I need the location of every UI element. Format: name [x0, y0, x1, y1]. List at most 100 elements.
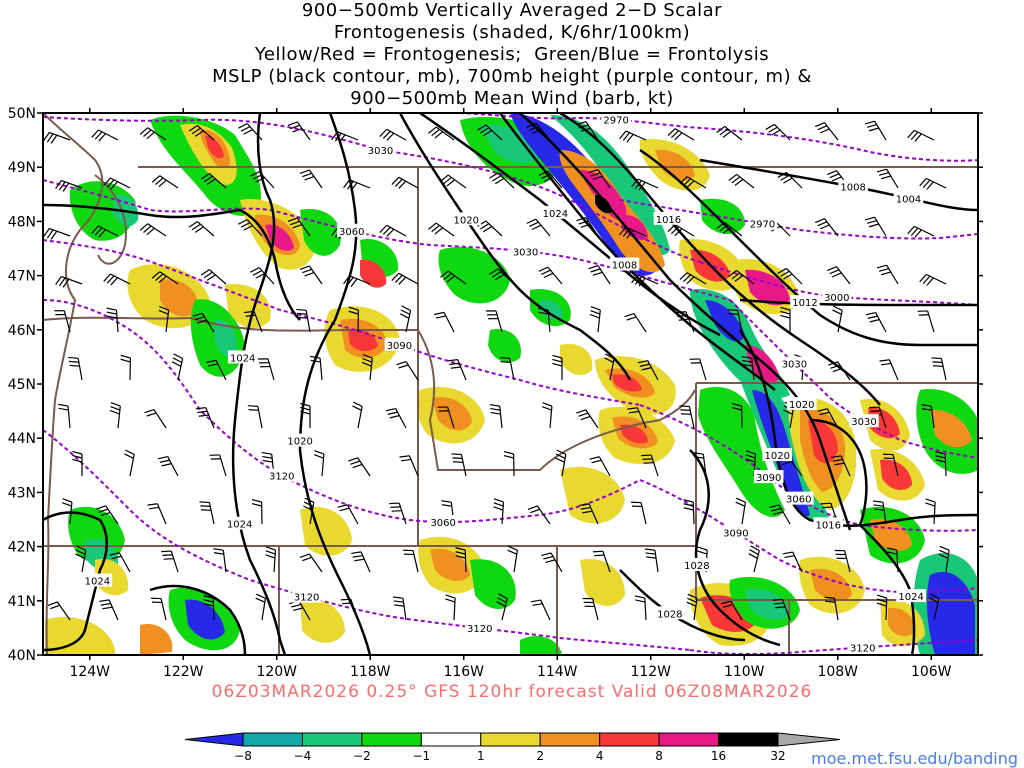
- shade-green: [698, 386, 785, 518]
- wind-barb: [337, 504, 359, 525]
- lat-tick-label: 47N: [8, 269, 36, 285]
- wind-barb: [507, 545, 519, 573]
- contour-label-bg: [510, 244, 541, 258]
- wind-barb: [582, 597, 599, 621]
- wind-barb: [552, 354, 563, 380]
- contour-label: 3060: [339, 227, 364, 238]
- mslp-contour: [639, 148, 978, 347]
- wind-barb: [99, 599, 119, 621]
- shade-orange: [160, 279, 199, 317]
- wind-barb: [265, 546, 277, 573]
- wind-barb: [440, 174, 467, 189]
- wind-barb: [379, 224, 407, 237]
- wind-barb: [828, 361, 851, 381]
- contour-label: 3030: [368, 146, 393, 157]
- shade-orange: [432, 397, 472, 431]
- puget-sound: [94, 174, 127, 265]
- mslp-contour: [419, 113, 721, 337]
- colorbar-swatch: [301, 732, 363, 747]
- title-line-4: MSLP (black contour, mb), 700mb height (…: [212, 66, 812, 87]
- contour-label: 1016: [656, 215, 681, 226]
- wind-barb: [103, 273, 131, 286]
- wind-barb: [741, 355, 755, 381]
- wind-barb: [440, 270, 467, 285]
- wind-barb: [303, 497, 315, 525]
- wind-barb: [769, 504, 791, 525]
- shade-red: [620, 424, 648, 444]
- shade-yellow: [580, 559, 625, 607]
- lat-tick-label: 44N: [8, 431, 36, 447]
- wind-barb: [54, 310, 71, 333]
- wind-barb: [928, 593, 940, 621]
- wind-barb: [765, 123, 791, 141]
- wind-barb: [61, 498, 73, 525]
- lon-tick-label: 116W: [443, 664, 484, 680]
- wind-barb: [493, 498, 505, 525]
- wind-barb: [437, 406, 455, 429]
- wind-barb: [675, 311, 695, 333]
- wind-barb: [96, 505, 119, 525]
- wind-barb: [576, 216, 599, 237]
- contour-label-bg: [813, 517, 844, 531]
- wind-barb: [925, 498, 936, 525]
- wind-barb: [817, 408, 839, 429]
- lon-tick-label: 108W: [817, 664, 858, 680]
- wind-barb: [47, 601, 71, 621]
- wind-barb: [340, 598, 359, 621]
- contour-label: 1024: [230, 353, 255, 364]
- contour-label: 1020: [287, 437, 312, 448]
- wind-barb: [907, 129, 935, 142]
- wind-barb: [391, 176, 419, 189]
- contour-label-bg: [847, 640, 878, 654]
- height-contour: [43, 116, 701, 263]
- wind-barb: [634, 595, 647, 621]
- source-link[interactable]: moe.met.fsu.edu/banding: [811, 749, 1018, 768]
- contour-label: 1016: [816, 520, 841, 531]
- shade-blue: [705, 300, 745, 342]
- contour-label: 3120: [294, 593, 319, 604]
- title-line-2: Frontogenesis (shaded, K/6hr/100km): [333, 22, 691, 43]
- lat-tick-label: 48N: [8, 214, 36, 230]
- colorbar-swatch: [658, 732, 720, 747]
- height-contour: [43, 239, 641, 406]
- colorbar-label: −8: [234, 749, 252, 763]
- wind-barb: [299, 553, 323, 573]
- mslp-contour: [738, 329, 978, 528]
- pacific-coastline: [43, 113, 104, 655]
- wind-barb: [728, 173, 755, 189]
- wind-barb: [161, 550, 179, 573]
- lat-tick-label: 41N: [8, 594, 36, 610]
- wind-barb: [250, 267, 275, 285]
- wind-barb: [538, 307, 551, 333]
- lat-tick-label: 42N: [8, 540, 36, 556]
- wind-barb: [247, 405, 263, 429]
- colorbar-swatch: [718, 732, 779, 747]
- wind-barb: [883, 453, 899, 477]
- wind-barb: [716, 221, 743, 237]
- wind-barb: [496, 593, 508, 621]
- wind-barb: [689, 358, 707, 381]
- lat-tick-label: 49N: [8, 160, 36, 176]
- contour-label-bg: [653, 211, 684, 225]
- contour-label-bg: [779, 356, 810, 370]
- wind-barb: [147, 503, 167, 525]
- contour-label: 3090: [756, 473, 781, 484]
- mslp-contour: [559, 113, 881, 406]
- wind-barb: [735, 497, 747, 525]
- wind-barb: [917, 310, 935, 333]
- contour-label-bg: [838, 179, 868, 193]
- wind-barb: [627, 407, 647, 429]
- wind-barb: [151, 271, 179, 285]
- wind-barb: [864, 216, 887, 237]
- wind-barb: [526, 122, 551, 141]
- wind-barb: [445, 594, 456, 621]
- wind-barb: [555, 449, 567, 477]
- wind-barb: [919, 273, 947, 286]
- wind-barb: [679, 176, 707, 189]
- wind-barb: [879, 359, 899, 381]
- title-line-5: 900−500mb Mean Wind (barb, kt): [350, 88, 674, 109]
- mslp-contour: [43, 203, 301, 321]
- wind-barb: [352, 401, 363, 429]
- contour-label: 3030: [851, 417, 876, 428]
- contour-labels: 1020 1008 1004 1024 1020 1008 1016 1012 1020 1024…: [82, 113, 926, 654]
